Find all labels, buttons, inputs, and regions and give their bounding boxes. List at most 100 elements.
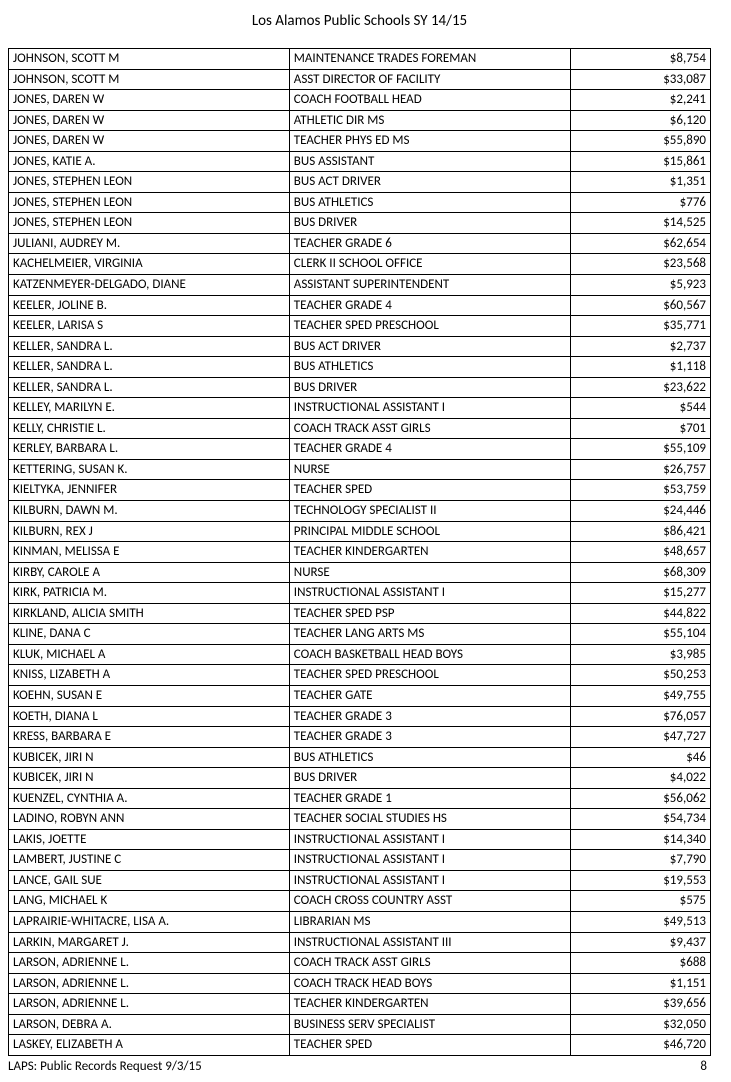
cell-salary: $1,118: [570, 357, 710, 378]
table-row: KILBURN, REX JPRINCIPAL MIDDLE SCHOOL$86…: [9, 521, 711, 542]
cell-salary: $46: [570, 747, 710, 768]
table-row: LARSON, ADRIENNE L.COACH TRACK ASST GIRL…: [9, 953, 711, 974]
cell-name: KIRBY, CAROLE A: [9, 562, 290, 583]
cell-position: BUS ACT DRIVER: [289, 172, 570, 193]
cell-name: LASKEY, ELIZABETH A: [9, 1035, 290, 1056]
cell-position: INSTRUCTIONAL ASSISTANT I: [289, 398, 570, 419]
cell-salary: $15,861: [570, 151, 710, 172]
page-footer: LAPS: Public Records Request 9/3/15 8: [8, 1059, 711, 1074]
cell-name: LARSON, DEBRA A.: [9, 1014, 290, 1035]
cell-name: KELLER, SANDRA L.: [9, 336, 290, 357]
cell-position: COACH FOOTBALL HEAD: [289, 90, 570, 111]
table-row: JONES, KATIE A.BUS ASSISTANT$15,861: [9, 151, 711, 172]
cell-position: TEACHER GRADE 4: [289, 295, 570, 316]
cell-salary: $1,351: [570, 172, 710, 193]
cell-position: BUS ATHLETICS: [289, 747, 570, 768]
cell-salary: $46,720: [570, 1035, 710, 1056]
cell-salary: $39,656: [570, 994, 710, 1015]
cell-salary: $14,340: [570, 829, 710, 850]
cell-name: LARKIN, MARGARET J.: [9, 932, 290, 953]
cell-salary: $701: [570, 418, 710, 439]
cell-name: KACHELMEIER, VIRGINIA: [9, 254, 290, 275]
table-row: LARSON, ADRIENNE L.TEACHER KINDERGARTEN$…: [9, 994, 711, 1015]
cell-salary: $6,120: [570, 110, 710, 131]
cell-name: KELLER, SANDRA L.: [9, 377, 290, 398]
cell-position: INSTRUCTIONAL ASSISTANT I: [289, 850, 570, 871]
cell-position: TEACHER LANG ARTS MS: [289, 624, 570, 645]
table-row: JONES, STEPHEN LEONBUS ACT DRIVER$1,351: [9, 172, 711, 193]
table-row: LAPRAIRIE-WHITACRE, LISA A.LIBRARIAN MS$…: [9, 911, 711, 932]
page-number: 8: [700, 1059, 707, 1074]
table-row: KACHELMEIER, VIRGINIACLERK II SCHOOL OFF…: [9, 254, 711, 275]
cell-position: BUS DRIVER: [289, 377, 570, 398]
cell-name: LAPRAIRIE-WHITACRE, LISA A.: [9, 911, 290, 932]
table-row: KIRBY, CAROLE ANURSE$68,309: [9, 562, 711, 583]
cell-salary: $48,657: [570, 542, 710, 563]
table-row: KRESS, BARBARA ETEACHER GRADE 3$47,727: [9, 727, 711, 748]
cell-name: LADINO, ROBYN ANN: [9, 809, 290, 830]
cell-position: LIBRARIAN MS: [289, 911, 570, 932]
cell-salary: $35,771: [570, 316, 710, 337]
table-row: LAKIS, JOETTEINSTRUCTIONAL ASSISTANT I$1…: [9, 829, 711, 850]
table-row: KATZENMEYER-DELGADO, DIANEASSISTANT SUPE…: [9, 275, 711, 296]
table-row: KILBURN, DAWN M.TECHNOLOGY SPECIALIST II…: [9, 501, 711, 522]
cell-position: TEACHER PHYS ED MS: [289, 131, 570, 152]
table-row: KIRK, PATRICIA M.INSTRUCTIONAL ASSISTANT…: [9, 583, 711, 604]
cell-position: ASST DIRECTOR OF FACILITY: [289, 69, 570, 90]
table-row: LARSON, ADRIENNE L.COACH TRACK HEAD BOYS…: [9, 973, 711, 994]
cell-name: KNISS, LIZABETH A: [9, 665, 290, 686]
cell-salary: $26,757: [570, 459, 710, 480]
cell-name: KETTERING, SUSAN K.: [9, 459, 290, 480]
cell-salary: $47,727: [570, 727, 710, 748]
cell-salary: $55,104: [570, 624, 710, 645]
table-row: JULIANI, AUDREY M.TEACHER GRADE 6$62,654: [9, 233, 711, 254]
cell-salary: $23,622: [570, 377, 710, 398]
cell-position: BUS DRIVER: [289, 768, 570, 789]
cell-name: KILBURN, DAWN M.: [9, 501, 290, 522]
table-row: JOHNSON, SCOTT MASST DIRECTOR OF FACILIT…: [9, 69, 711, 90]
table-row: KEELER, JOLINE B.TEACHER GRADE 4$60,567: [9, 295, 711, 316]
cell-position: COACH BASKETBALL HEAD BOYS: [289, 644, 570, 665]
table-row: KUBICEK, JIRI NBUS DRIVER$4,022: [9, 768, 711, 789]
cell-position: TEACHER GRADE 3: [289, 727, 570, 748]
cell-name: KELLY, CHRISTIE L.: [9, 418, 290, 439]
table-row: JONES, STEPHEN LEONBUS DRIVER$14,525: [9, 213, 711, 234]
cell-salary: $53,759: [570, 480, 710, 501]
cell-position: TEACHER KINDERGARTEN: [289, 542, 570, 563]
cell-salary: $23,568: [570, 254, 710, 275]
cell-salary: $8,754: [570, 49, 710, 70]
cell-position: COACH TRACK HEAD BOYS: [289, 973, 570, 994]
cell-salary: $49,755: [570, 685, 710, 706]
cell-position: INSTRUCTIONAL ASSISTANT III: [289, 932, 570, 953]
cell-salary: $86,421: [570, 521, 710, 542]
cell-salary: $9,437: [570, 932, 710, 953]
cell-position: BUS ATHLETICS: [289, 192, 570, 213]
cell-name: KOEHN, SUSAN E: [9, 685, 290, 706]
cell-position: COACH TRACK ASST GIRLS: [289, 953, 570, 974]
cell-salary: $60,567: [570, 295, 710, 316]
cell-position: BUS DRIVER: [289, 213, 570, 234]
page-title: Los Alamos Public Schools SY 14/15: [8, 12, 711, 30]
cell-position: TEACHER GRADE 6: [289, 233, 570, 254]
cell-salary: $4,022: [570, 768, 710, 789]
table-row: KUENZEL, CYNTHIA A.TEACHER GRADE 1$56,06…: [9, 788, 711, 809]
cell-position: BUS ASSISTANT: [289, 151, 570, 172]
cell-name: KATZENMEYER-DELGADO, DIANE: [9, 275, 290, 296]
cell-salary: $76,057: [570, 706, 710, 727]
table-row: KUBICEK, JIRI NBUS ATHLETICS$46: [9, 747, 711, 768]
table-row: KERLEY, BARBARA L.TEACHER GRADE 4$55,109: [9, 439, 711, 460]
table-row: JONES, DAREN WATHLETIC DIR MS$6,120: [9, 110, 711, 131]
table-row: KOEHN, SUSAN ETEACHER GATE$49,755: [9, 685, 711, 706]
table-row: KELLER, SANDRA L.BUS ATHLETICS$1,118: [9, 357, 711, 378]
table-row: JONES, STEPHEN LEONBUS ATHLETICS$776: [9, 192, 711, 213]
table-row: KLINE, DANA CTEACHER LANG ARTS MS$55,104: [9, 624, 711, 645]
table-row: KELLEY, MARILYN E.INSTRUCTIONAL ASSISTAN…: [9, 398, 711, 419]
cell-salary: $56,062: [570, 788, 710, 809]
table-row: LADINO, ROBYN ANNTEACHER SOCIAL STUDIES …: [9, 809, 711, 830]
cell-position: TEACHER SOCIAL STUDIES HS: [289, 809, 570, 830]
cell-position: ATHLETIC DIR MS: [289, 110, 570, 131]
table-row: LASKEY, ELIZABETH ATEACHER SPED$46,720: [9, 1035, 711, 1056]
table-row: KNISS, LIZABETH ATEACHER SPED PRESCHOOL$…: [9, 665, 711, 686]
cell-salary: $575: [570, 891, 710, 912]
cell-name: LANG, MICHAEL K: [9, 891, 290, 912]
